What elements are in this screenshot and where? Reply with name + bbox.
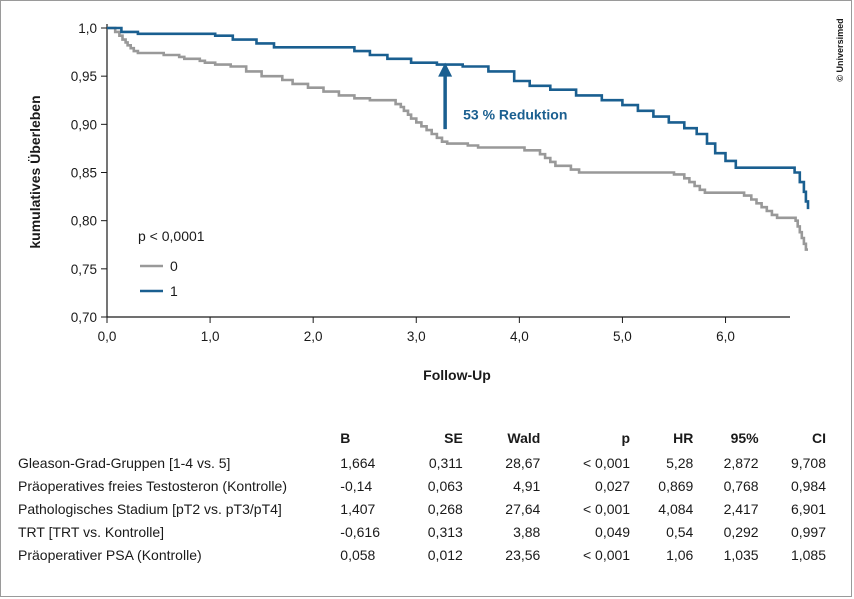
table-cell: 28,67	[505, 454, 541, 471]
table-header-cell: B	[340, 430, 351, 446]
table-cell: 1,035	[723, 546, 759, 563]
table-cell: 0,997	[790, 523, 826, 540]
table-cell: 4,91	[513, 477, 541, 494]
x-tick-label: 2,0	[304, 329, 323, 344]
table-row: Präoperativer PSA (Kontrolle) 0,058 0,012 2…	[16, 543, 828, 566]
y-tick-label: 0,75	[71, 262, 97, 277]
x-tick-label: 4,0	[510, 329, 529, 344]
table-cell: 3,88	[513, 523, 541, 540]
table-cell: -0,616	[340, 523, 380, 540]
row-label: Präoperativer PSA (Kontrolle)	[18, 546, 202, 563]
y-tick-label: 0,90	[71, 117, 97, 132]
table-cell: 0,268	[427, 500, 463, 517]
x-tick-label: 1,0	[201, 329, 220, 344]
table-cell: 23,56	[505, 546, 541, 563]
table-cell: 27,64	[505, 500, 541, 517]
table-cell: 0,313	[427, 523, 463, 540]
table-cell: 1,085	[790, 546, 826, 563]
legend: p < 0,0001 0 1	[138, 228, 205, 299]
table-cell: 1,664	[340, 454, 376, 471]
table-row: TRT [TRT vs. Kontrolle] -0,616 0,313 3,88 0,…	[16, 520, 828, 543]
y-tick-label: 0,95	[71, 69, 97, 84]
row-label: TRT [TRT vs. Kontrolle]	[18, 523, 165, 540]
table-cell: 0,869	[658, 477, 694, 494]
x-tick-label: 6,0	[716, 329, 735, 344]
legend-title: p < 0,0001	[138, 228, 205, 244]
x-tick-label: 0,0	[98, 329, 117, 344]
table-cell: 0,012	[427, 546, 463, 563]
series-line-0	[107, 26, 808, 251]
series-line-1	[107, 26, 810, 210]
table-cell: < 0,001	[582, 454, 631, 471]
table-cell: 9,708	[790, 454, 826, 471]
table-cell: 0,311	[428, 454, 463, 471]
table-body: Gleason-Grad-Gruppen [1-4 vs. 5] 1,664 0,3…	[16, 451, 828, 566]
table-cell: < 0,001	[582, 546, 631, 563]
x-tick-label: 5,0	[613, 329, 632, 344]
table-header-row: B SE Wald p HR 95% CI	[16, 425, 828, 451]
table-cell: 4,084	[658, 500, 694, 517]
table-header-cell	[16, 425, 336, 451]
row-label: Präoperatives freies Testosteron (Kontro…	[18, 477, 287, 494]
table-cell: 0,063	[427, 477, 463, 494]
row-label: Gleason-Grad-Gruppen [1-4 vs. 5]	[18, 454, 231, 471]
table-header-cell: Wald	[507, 430, 541, 446]
annotation-layer: 53 % Reduktion	[438, 62, 567, 130]
table-cell: 0,984	[790, 477, 826, 494]
table-cell: 5,28	[666, 454, 694, 471]
regression-table: B SE Wald p HR 95% CI Gleason-Grad-Gruppen [1-…	[16, 425, 828, 566]
table-header-cell: 95%	[730, 430, 759, 446]
table-cell: 0,54	[666, 523, 694, 540]
table-cell: 2,417	[723, 500, 759, 517]
table-cell: 0,027	[595, 477, 631, 494]
y-tick-label: 0,70	[71, 310, 97, 325]
annotation-arrow-head	[438, 62, 453, 77]
copyright-text: © Universimed	[835, 18, 845, 81]
survival-chart: 0,70 0,75 0,80 0,85 0,90 0,95 1,0 0,0 1,0 2,0 3,0 4…	[27, 18, 845, 383]
table-cell: 2,872	[723, 454, 759, 471]
table-header-cell: HR	[673, 430, 694, 446]
x-tick-label: 3,0	[407, 329, 426, 344]
chart-ticks: 0,70 0,75 0,80 0,85 0,90 0,95 1,0 0,0 1,0 2,0 3,0 4…	[71, 21, 735, 344]
table-cell: 1,407	[340, 500, 376, 517]
table-header-cell: CI	[812, 430, 826, 446]
table-header-cell: p	[621, 430, 631, 446]
table-header-cell: SE	[444, 430, 463, 446]
table-cell: < 0,001	[582, 500, 631, 517]
y-tick-label: 0,80	[71, 214, 97, 229]
legend-label-0: 0	[170, 258, 178, 274]
y-axis-label: kumulatives Überleben	[27, 95, 43, 248]
table-row: Pathologisches Stadium [pT2 vs. pT3/pT4]…	[16, 497, 828, 520]
annotation-text: 53 % Reduktion	[463, 107, 567, 123]
table-row: Präoperatives freies Testosteron (Kontro…	[16, 474, 828, 497]
table-cell: 0,049	[595, 523, 631, 540]
table-cell: 0,058	[340, 546, 376, 563]
chart-axes	[106, 24, 790, 318]
table-cell: -0,14	[340, 477, 373, 494]
table-cell: 0,292	[723, 523, 759, 540]
x-axis-label: Follow-Up	[423, 367, 491, 383]
table-cell: 6,901	[790, 500, 826, 517]
legend-label-1: 1	[170, 283, 178, 299]
table-cell: 0,768	[723, 477, 759, 494]
series-layer	[107, 26, 810, 251]
table-cell: 1,06	[666, 546, 694, 563]
table-row: Gleason-Grad-Gruppen [1-4 vs. 5] 1,664 0,3…	[16, 451, 828, 474]
row-label: Pathologisches Stadium [pT2 vs. pT3/pT4]	[18, 500, 282, 517]
y-tick-label: 1,0	[78, 21, 97, 36]
y-tick-label: 0,85	[71, 166, 97, 181]
